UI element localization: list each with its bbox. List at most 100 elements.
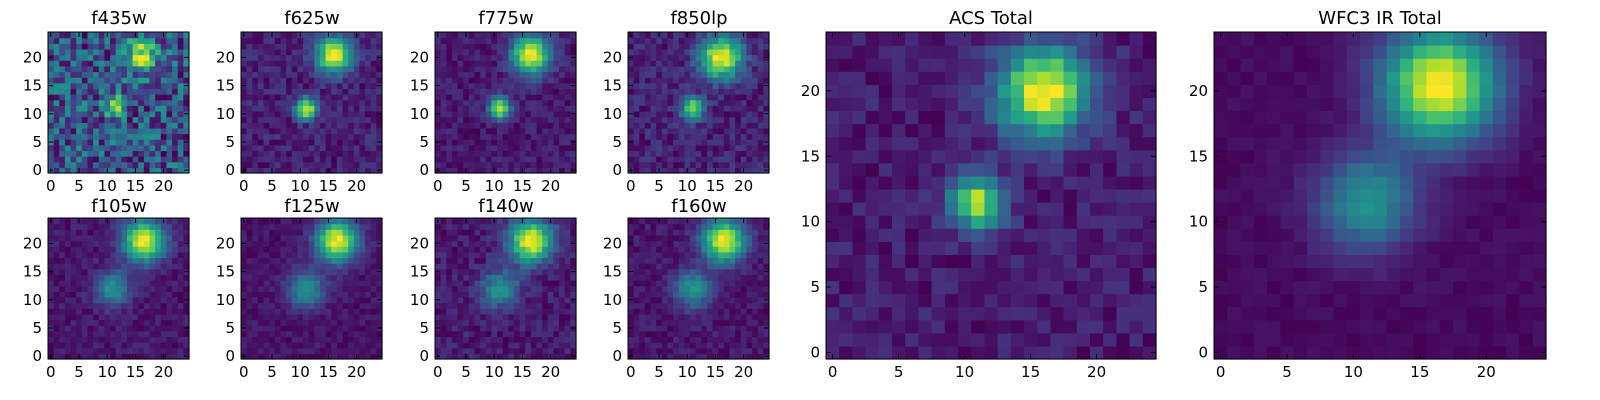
heatmap-cell	[446, 48, 453, 56]
heatmap-cell	[155, 291, 162, 298]
heatmap-cell	[678, 88, 685, 95]
heatmap-cell	[706, 302, 714, 309]
heatmap-cell	[359, 54, 366, 61]
heatmap-cell	[508, 122, 515, 129]
heatmap-cell	[497, 71, 504, 78]
heatmap-cell	[370, 156, 377, 163]
heatmap-cell	[314, 246, 321, 253]
heatmap-cell	[547, 105, 555, 112]
heatmap-cell	[639, 347, 646, 354]
heatmap-cell	[684, 65, 691, 73]
heatmap-cell	[519, 268, 526, 275]
heatmap-cell	[667, 302, 674, 309]
heatmap-cell	[87, 150, 94, 157]
heatmap-cell	[115, 60, 122, 67]
heatmap-cell	[701, 167, 708, 174]
heatmap-cell	[98, 296, 105, 304]
heatmap-cell	[628, 144, 635, 152]
heatmap-cell	[115, 144, 122, 152]
heatmap-cell	[701, 133, 708, 140]
heatmap-cell	[695, 167, 702, 174]
heatmap-cell	[155, 336, 162, 343]
heatmap-cell	[257, 65, 265, 73]
heatmap-cell	[160, 325, 168, 332]
heatmap-cell	[451, 94, 459, 101]
heatmap-cell	[110, 285, 117, 292]
heatmap-cell	[166, 133, 173, 140]
heatmap-cell	[149, 280, 156, 287]
heatmap-cell	[536, 116, 543, 123]
heatmap-cell	[446, 330, 453, 338]
heatmap-cell	[667, 71, 674, 78]
heatmap-cell	[319, 48, 327, 56]
heatmap-cell	[280, 48, 287, 56]
heatmap-cell	[690, 110, 697, 118]
heatmap-cell	[132, 105, 139, 112]
heatmap-cell	[519, 156, 526, 163]
heatmap-cell	[166, 43, 173, 50]
heatmap-cell	[138, 48, 145, 56]
heatmap-cell	[291, 330, 298, 338]
heatmap-cell	[536, 218, 543, 225]
heatmap-cell	[740, 65, 748, 73]
heatmap-cell	[542, 263, 549, 270]
heatmap-cell	[177, 313, 184, 321]
heatmap-cell	[639, 342, 646, 349]
heatmap-cell	[633, 150, 640, 157]
heatmap-cell	[564, 342, 571, 349]
heatmap-cell	[87, 139, 94, 146]
heatmap-cell	[76, 313, 83, 321]
heatmap-cell	[291, 94, 298, 101]
heatmap-cell	[331, 71, 338, 78]
heatmap-cell	[115, 116, 122, 123]
heatmap-cell	[735, 313, 742, 321]
heatmap-cell	[536, 82, 543, 89]
heatmap-cell	[474, 280, 481, 287]
heatmap-cell	[525, 274, 532, 281]
heatmap-cell	[59, 353, 66, 360]
heatmap-cell	[280, 60, 287, 67]
heatmap-cell	[252, 263, 259, 270]
heatmap-cell	[435, 336, 442, 343]
heatmap-cell	[553, 251, 560, 259]
heatmap-cell	[712, 150, 719, 157]
heatmap-cell	[297, 133, 304, 140]
heatmap-cell	[172, 296, 179, 304]
heatmap-cell	[76, 280, 83, 287]
heatmap-cell	[695, 139, 702, 146]
heatmap-cell	[633, 43, 640, 50]
heatmap-cell	[542, 296, 549, 304]
heatmap-cell	[257, 296, 265, 304]
heatmap-cell	[126, 302, 134, 309]
heatmap-cell	[712, 110, 719, 118]
heatmap-cell	[559, 319, 566, 326]
heatmap-cell	[291, 296, 298, 304]
heatmap-cell	[308, 133, 315, 140]
heatmap-cell	[155, 229, 162, 236]
x-tick-label: 0	[239, 363, 249, 381]
heatmap-cell	[126, 347, 134, 354]
heatmap-cell	[115, 156, 122, 163]
heatmap-cell	[740, 139, 748, 146]
heatmap-cell	[87, 296, 94, 304]
heatmap-cell	[280, 330, 287, 338]
heatmap-cell	[93, 150, 100, 157]
heatmap-cell	[735, 342, 742, 349]
heatmap-cell	[746, 82, 753, 89]
heatmap-cell	[348, 342, 355, 349]
heatmap-cell	[87, 257, 94, 264]
heatmap-cell	[451, 43, 459, 50]
heatmap-cell	[457, 229, 464, 236]
heatmap-cell	[497, 342, 504, 349]
heatmap-cell	[93, 156, 100, 163]
heatmap-cell	[570, 43, 577, 50]
heatmap-cell	[87, 223, 94, 230]
heatmap-cell	[463, 291, 470, 298]
heatmap-cell	[303, 167, 310, 174]
heatmap-cell	[280, 336, 287, 343]
heatmap-cell	[331, 319, 338, 326]
heatmap-cell	[331, 353, 338, 360]
heatmap-cell	[149, 251, 156, 259]
heatmap-cell	[303, 48, 310, 56]
heatmap-cell	[314, 167, 321, 174]
